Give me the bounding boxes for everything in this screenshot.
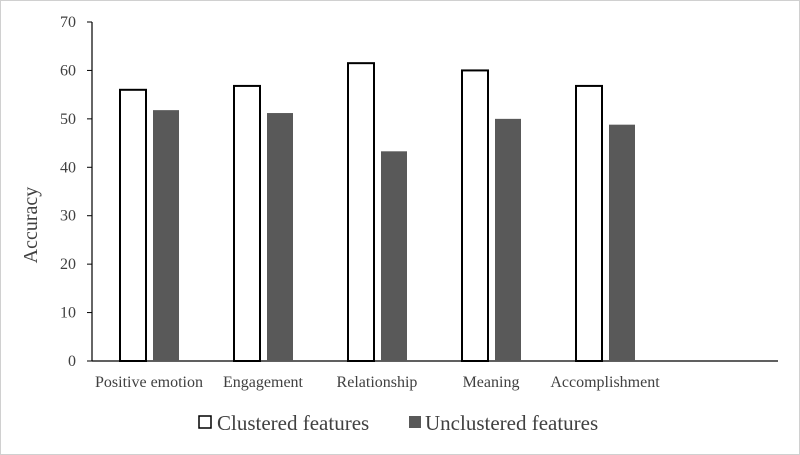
x-category-label: Meaning (463, 374, 520, 391)
bar-unclustered-3 (495, 118, 521, 361)
y-tick-label: 30 (60, 208, 76, 225)
y-tick-label: 50 (60, 111, 76, 128)
y-axis: 0 10 20 30 40 50 60 70 (60, 14, 778, 370)
bar-clustered-0 (119, 88, 147, 363)
y-tick-label: 60 (60, 62, 76, 79)
bar-unclustered-2 (381, 151, 407, 361)
legend-swatch-0 (198, 415, 212, 429)
bars (119, 62, 635, 363)
x-category-label: Positive emotion (95, 374, 203, 391)
y-tick-label: 10 (60, 305, 76, 322)
y-tick-label: 0 (68, 353, 76, 370)
bar-clustered-1 (233, 84, 261, 362)
y-tick-label: 20 (60, 256, 76, 273)
bar-clustered-4 (575, 84, 603, 362)
bar-unclustered-1 (267, 113, 293, 361)
legend: Clustered features Unclustered features (198, 411, 598, 435)
y-axis-label: Accuracy (20, 187, 42, 264)
y-tick-label: 40 (60, 159, 76, 176)
x-axis-categories: Positive emotion Engagement Relationship Me… (95, 374, 660, 391)
y-tick-label: 70 (60, 14, 76, 31)
bar-unclustered-4 (609, 124, 635, 361)
x-category-label: Relationship (337, 374, 418, 391)
bar-clustered-2 (347, 62, 375, 363)
legend-swatch-1 (409, 416, 421, 428)
legend-label-0: Clustered features (217, 411, 369, 435)
x-category-label: Engagement (223, 374, 304, 391)
bar-unclustered-0 (153, 110, 179, 361)
x-category-label: Accomplishment (550, 374, 660, 391)
legend-label-1: Unclustered features (425, 411, 598, 435)
bar-clustered-3 (461, 69, 489, 363)
